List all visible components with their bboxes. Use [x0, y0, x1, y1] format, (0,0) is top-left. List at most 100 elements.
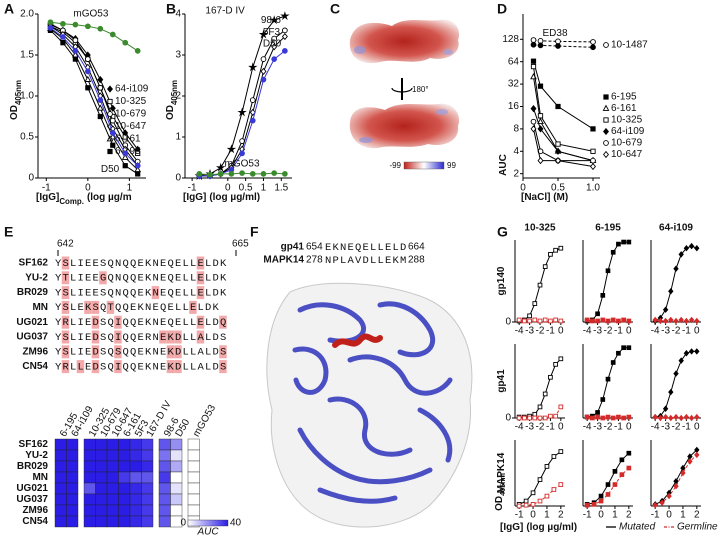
x-tick-label: 0 [694, 326, 700, 337]
data-point [591, 502, 597, 507]
data-point [537, 125, 544, 133]
data-point [662, 413, 669, 421]
row-label: CN54 [22, 516, 48, 527]
colorbar [187, 519, 229, 527]
x-tick-label: -2 [604, 326, 613, 337]
x-tick-label: -1 [546, 326, 555, 337]
x-tick-label: -3 [661, 422, 670, 433]
label-part: [IgG] [183, 192, 206, 203]
label-part: [NaCl] (M) [521, 192, 568, 203]
heat-cell [54, 460, 67, 473]
data-point [683, 245, 690, 252]
residue-end: 288 [408, 255, 425, 266]
data-point [97, 75, 104, 84]
row-label: YU-2 [25, 450, 48, 461]
mutation-highlight [91, 315, 100, 329]
data-point [60, 34, 66, 40]
data-point [537, 477, 543, 482]
strain-name: ZM96 [22, 346, 48, 357]
data-point [530, 502, 536, 507]
data-point [680, 469, 686, 477]
heat-cell [129, 493, 142, 506]
data-point [532, 415, 538, 421]
data-point [84, 23, 91, 30]
y-tick-label: 3 [175, 50, 181, 61]
x-axis-label: [IgG]Comp. (log µg/m [36, 192, 132, 206]
data-point [537, 113, 544, 119]
data-point [605, 482, 611, 487]
data-point [600, 397, 606, 402]
data-point [260, 76, 267, 83]
x-tick-label: 1 [127, 183, 133, 194]
data-point [694, 413, 700, 421]
heat-cell [141, 493, 154, 506]
heat-cell [187, 504, 200, 517]
data-point [96, 104, 104, 111]
data-point [584, 414, 590, 420]
heat-cell [66, 449, 79, 462]
heat-cell [129, 515, 142, 528]
data-point [537, 117, 544, 125]
x-axis-label: [NaCl] (M) [521, 192, 568, 203]
legend-marker [107, 98, 113, 105]
data-point [548, 252, 553, 257]
heat-cell [141, 438, 154, 451]
data-point [555, 43, 561, 49]
data-point [239, 170, 245, 176]
legend-label: 10-1487 [611, 40, 648, 51]
sequence: NPLAVDLLEKM [325, 255, 408, 267]
data-point [555, 147, 561, 155]
heat-cell [83, 515, 96, 528]
data-point [600, 293, 606, 298]
x-tick-label: 0 [558, 422, 564, 433]
heat-cell [54, 438, 67, 451]
data-point [269, 15, 279, 25]
x-tick-label: -1 [614, 326, 623, 337]
data-point [522, 318, 527, 324]
x-tick-label: 0 [85, 183, 91, 194]
series-label: D50 [101, 164, 120, 175]
data-point [97, 84, 104, 91]
data-point [558, 404, 564, 410]
mutation-highlight [219, 360, 227, 374]
heat-cell [158, 493, 171, 506]
colorbar-min: -99 [389, 161, 401, 170]
surface-bottom [349, 103, 460, 149]
y-axis-label: gp140 [496, 266, 507, 295]
legend-marker [603, 127, 609, 136]
data-point [605, 376, 611, 382]
legend-label: Germline [677, 522, 718, 533]
data-point [687, 458, 693, 465]
data-point [558, 318, 564, 324]
heat-cell [170, 449, 183, 462]
legend-marker [603, 140, 609, 146]
y-tick-label: 8 [513, 124, 519, 135]
data-point [673, 265, 679, 272]
data-point [626, 414, 632, 420]
data-point [590, 157, 596, 164]
x-tick-label: -1 [682, 422, 691, 433]
y-tick-label: 0 [505, 413, 511, 424]
data-point [612, 482, 618, 487]
y-axis-label: AUC [498, 154, 509, 176]
series-line [533, 121, 593, 162]
data-point [555, 38, 561, 45]
mutation-highlight [91, 330, 100, 344]
x-tick-label: -3 [525, 326, 534, 337]
heat-cell [83, 438, 96, 451]
heat-cell [129, 471, 142, 484]
heat-cell [106, 515, 119, 528]
y-tick-label: 0 [505, 317, 511, 328]
heat-cell [106, 493, 119, 506]
data-point [626, 318, 632, 324]
data-point [678, 316, 684, 324]
x-tick-label: 0 [558, 326, 564, 337]
data-point [558, 356, 564, 362]
data-point [668, 388, 674, 396]
mutation-highlight [91, 360, 100, 374]
mutation-highlight [114, 360, 122, 374]
heat-cell [118, 438, 131, 451]
heat-cell [95, 471, 108, 484]
data-point [558, 449, 564, 454]
legend-marker [602, 104, 610, 111]
